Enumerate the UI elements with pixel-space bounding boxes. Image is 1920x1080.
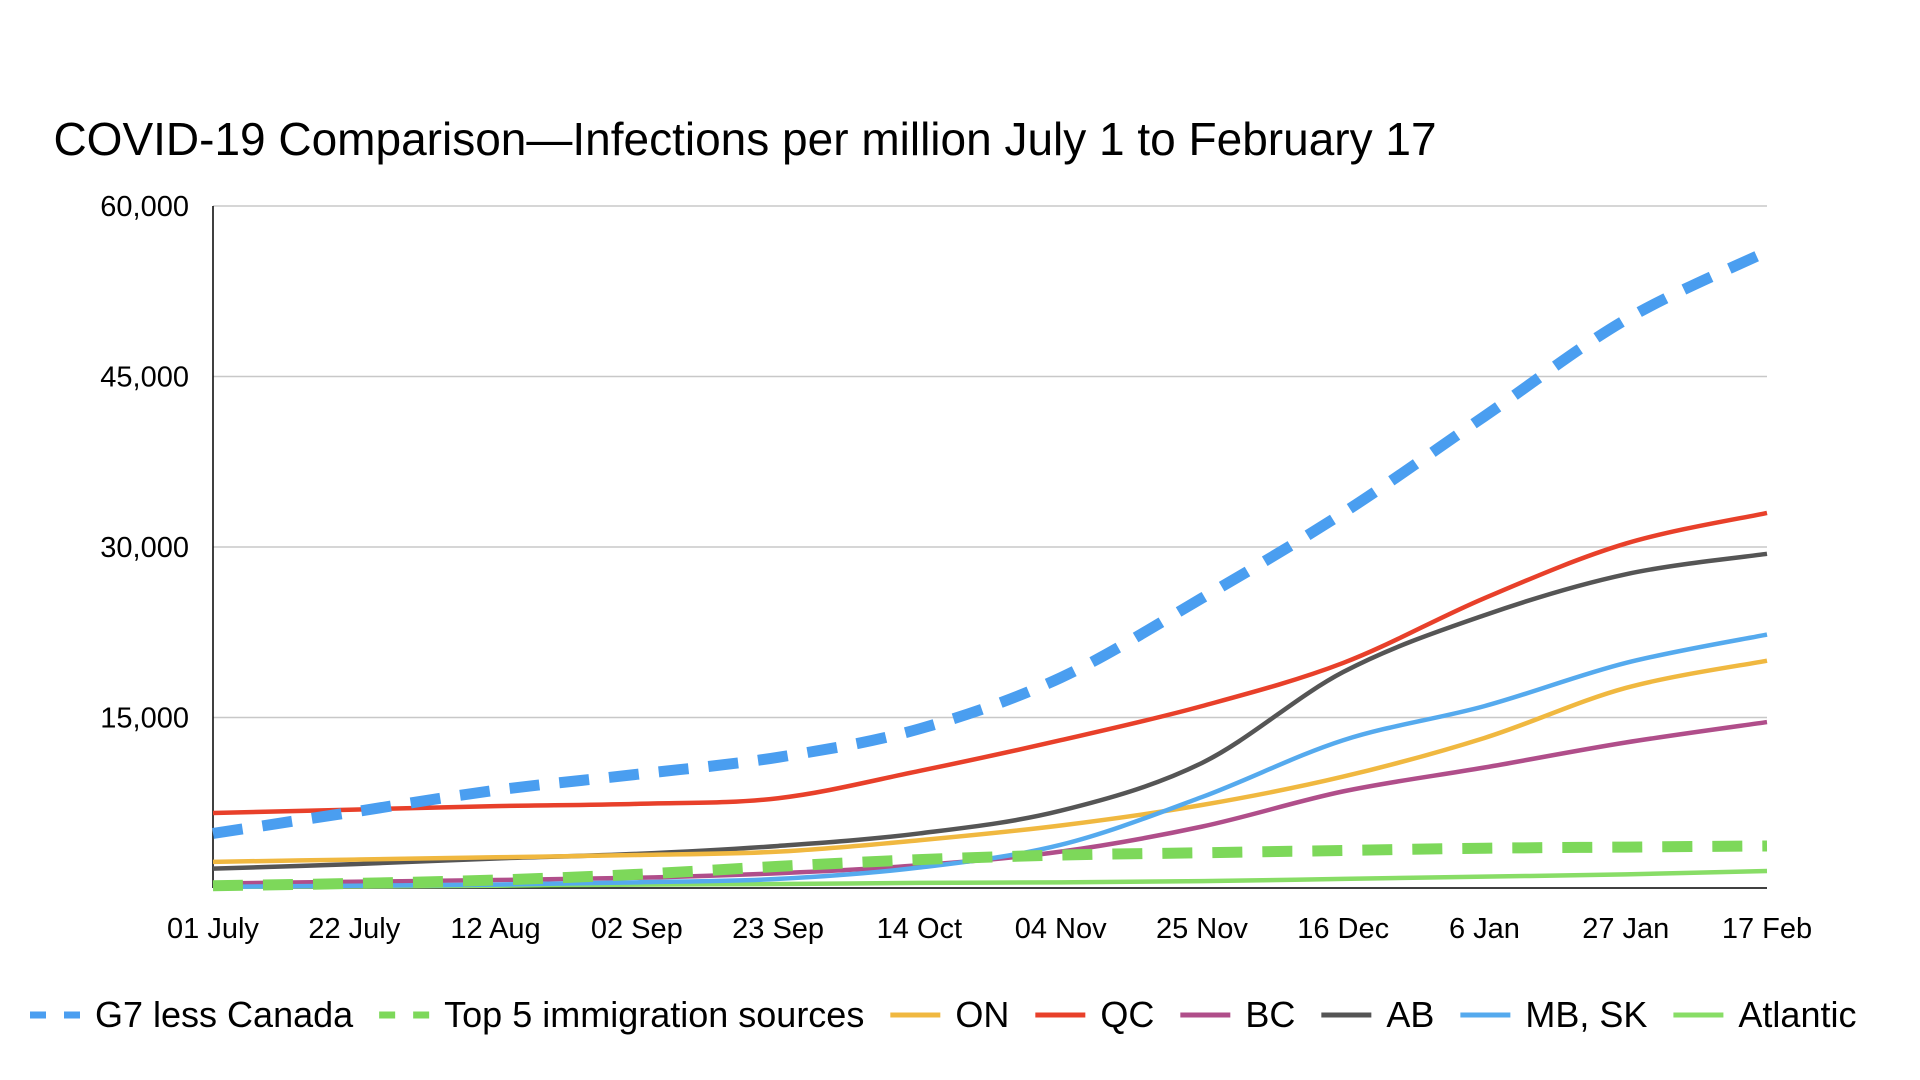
legend-label: AB — [1386, 994, 1434, 1035]
y-tick-label: 60,000 — [100, 191, 189, 223]
x-tick-label: 22 July — [308, 913, 400, 945]
x-tick-labels: 01 July 22 July 12 Aug 02 Sep 23 Sep 14 Oct 04… — [167, 913, 1812, 945]
x-tick-label: 17 Feb — [1722, 913, 1812, 945]
legend-label: Atlantic — [1738, 994, 1856, 1035]
y-tick-label: 30,000 — [100, 532, 189, 564]
legend-item: AB — [1321, 994, 1434, 1035]
x-tick-label: 04 Nov — [1015, 913, 1107, 945]
x-tick-label: 23 Sep — [732, 913, 824, 945]
grid-lines — [213, 205, 1767, 719]
legend-item: MB, SK — [1460, 994, 1647, 1035]
legend-item: ON — [890, 994, 1009, 1035]
series-line-on — [212, 658, 1768, 865]
legend-label: BC — [1245, 994, 1295, 1035]
x-tick-label: 12 Aug — [450, 913, 540, 945]
x-tick-label: 02 Sep — [591, 913, 683, 945]
legend-label: ON — [955, 994, 1009, 1035]
legend-label: MB, SK — [1525, 994, 1647, 1035]
chart-title: COVID-19 Comparison—Infections per milli… — [53, 113, 1436, 165]
y-tick-label: 15,000 — [100, 703, 189, 735]
legend-label: Top 5 immigration sources — [444, 994, 864, 1035]
legend-item: Atlantic — [1673, 994, 1856, 1035]
y-tick-labels: 15,000 30,000 45,000 60,000 — [100, 191, 189, 735]
legend-label: G7 less Canada — [95, 994, 354, 1035]
x-tick-label: 27 Jan — [1582, 913, 1669, 945]
x-tick-label: 16 Dec — [1297, 913, 1389, 945]
x-tick-label: 14 Oct — [877, 913, 962, 945]
legend: G7 less Canada Top 5 immigration sources O… — [30, 994, 1856, 1035]
y-tick-label: 45,000 — [100, 362, 189, 394]
legend-label: QC — [1100, 994, 1154, 1035]
x-tick-label: 25 Nov — [1156, 913, 1248, 945]
legend-item: G7 less Canada — [30, 994, 354, 1035]
legend-item: BC — [1180, 994, 1295, 1035]
series-line-qc — [212, 510, 1768, 816]
series-line-ab — [212, 551, 1768, 871]
series-line-g7-less-canada — [212, 246, 1770, 839]
legend-item: Top 5 immigration sources — [379, 994, 864, 1035]
x-tick-label: 01 July — [167, 913, 259, 945]
series-line-top-5-immigration-sources — [212, 840, 1768, 892]
series-lines — [212, 246, 1770, 892]
x-tick-label: 6 Jan — [1449, 913, 1520, 945]
legend-item: QC — [1035, 994, 1154, 1035]
